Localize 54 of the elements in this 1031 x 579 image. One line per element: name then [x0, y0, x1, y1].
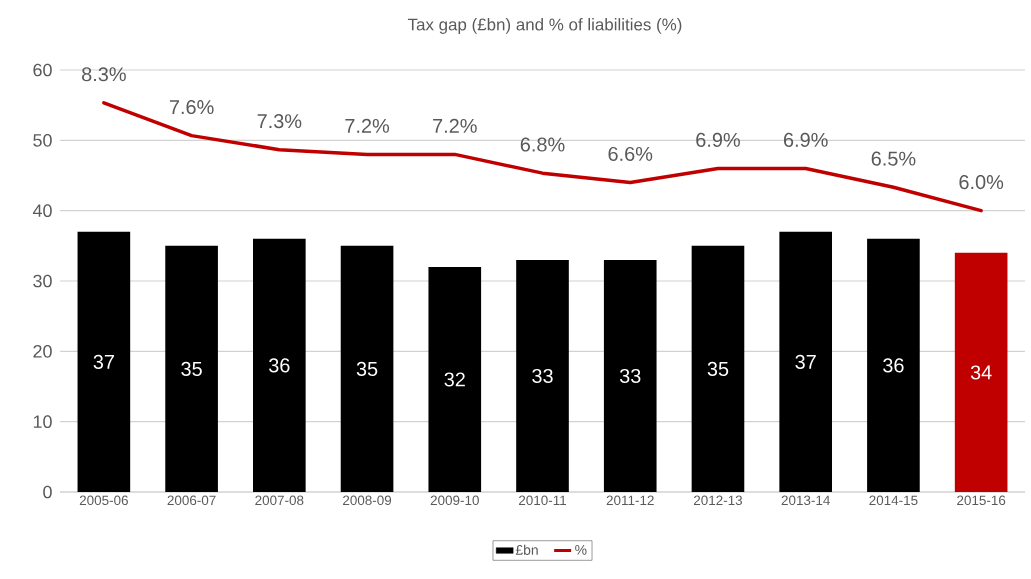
x-tick-label: 2010-11 — [519, 495, 567, 506]
bar — [428, 266, 482, 492]
x-tick-label: 2009-10 — [430, 495, 479, 506]
bar — [603, 259, 657, 492]
bar — [340, 245, 394, 492]
x-tick-label: 2014-15 — [869, 495, 918, 506]
data-label: 37 — [795, 354, 816, 369]
data-label: 7.2% — [345, 118, 390, 133]
data-label: 36 — [269, 358, 290, 373]
data-label: 8.3% — [82, 67, 126, 82]
x-tick-label: 2015-16 — [957, 495, 1006, 506]
data-label: 6.9% — [696, 132, 740, 147]
y-tick-label: 40 — [32, 204, 52, 218]
data-label: 6.0% — [959, 175, 1004, 190]
data-label: 36 — [883, 358, 904, 373]
data-label: 37 — [93, 354, 114, 369]
data-label: 6.8% — [520, 137, 565, 152]
y-tick-label: 0 — [43, 485, 52, 499]
bar — [253, 238, 306, 492]
x-tick-label: 2007-08 — [255, 495, 304, 506]
bar — [165, 245, 218, 492]
x-tick-label: 2006-07 — [167, 495, 216, 506]
bar — [516, 259, 569, 492]
x-tick-label: 2005-06 — [79, 495, 128, 506]
data-label: 6.6% — [608, 146, 653, 161]
bar — [954, 252, 1008, 492]
x-tick-label: 2008-09 — [343, 495, 392, 506]
data-label: 35 — [707, 361, 729, 376]
data-label: 33 — [532, 368, 553, 383]
chart-title: Tax gap (£bn) and % of liabilities (%) — [407, 18, 682, 34]
data-label: 6.9% — [784, 132, 828, 147]
data-label: 32 — [444, 372, 465, 387]
bar — [779, 231, 833, 492]
x-tick-label: 2013-14 — [781, 495, 830, 506]
data-label: 7.6% — [169, 100, 214, 115]
bar — [691, 245, 745, 492]
y-tick-label: 10 — [33, 415, 52, 429]
y-tick-label: 30 — [33, 274, 52, 288]
data-label: 6.5% — [871, 151, 916, 166]
y-tick-label: 60 — [33, 63, 52, 77]
legend-label: % — [575, 544, 587, 555]
data-label: 34 — [970, 365, 992, 380]
x-tick-label: 2012-13 — [693, 495, 743, 506]
data-label: 35 — [356, 361, 378, 376]
legend-label: £bn — [515, 544, 538, 555]
bar — [867, 238, 920, 492]
y-tick-label: 50 — [33, 133, 52, 147]
data-label: 7.2% — [433, 118, 477, 133]
data-label: 7.3% — [257, 114, 302, 129]
y-tick-label: 20 — [33, 344, 52, 358]
bar — [77, 231, 131, 492]
data-label: 35 — [181, 361, 202, 376]
x-tick-label: 2011-12 — [606, 495, 654, 506]
data-label: 33 — [619, 368, 641, 383]
